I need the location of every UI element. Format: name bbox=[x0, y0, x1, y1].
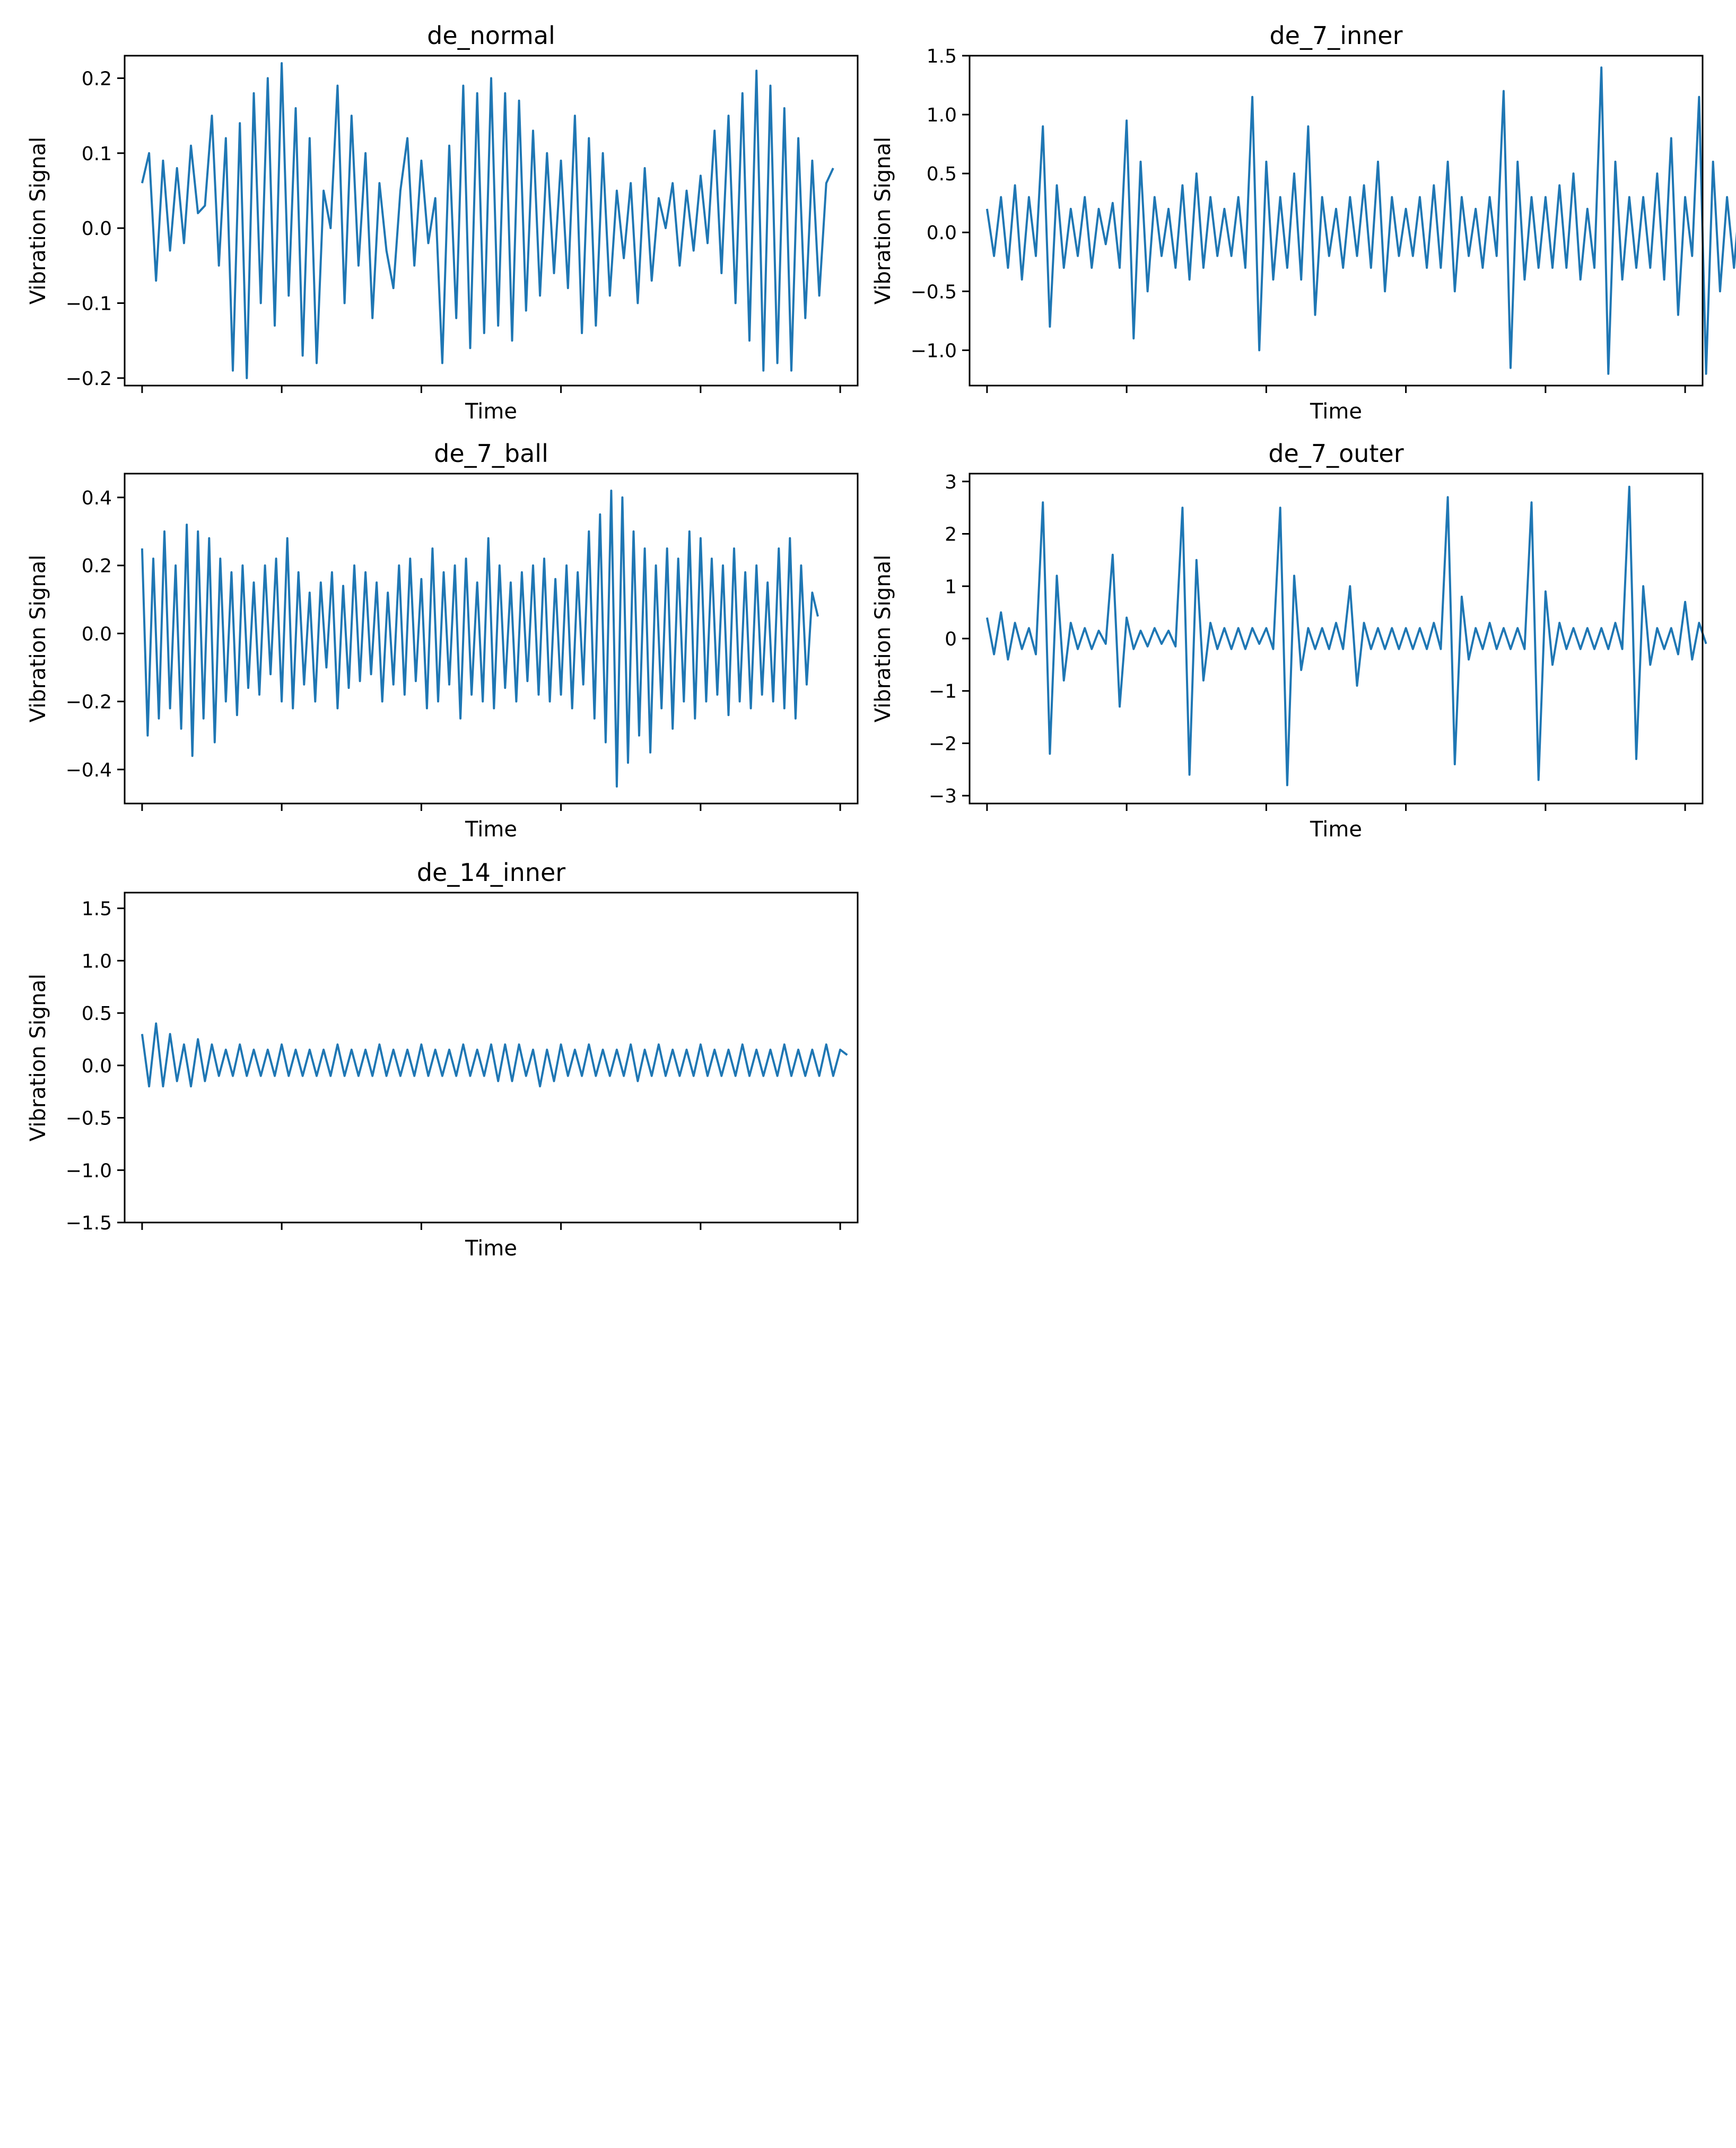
axes-frame bbox=[124, 892, 859, 1224]
subplot-title: de_7_outer bbox=[1268, 439, 1403, 468]
y-tick-label: 1.5 bbox=[82, 898, 112, 920]
y-axis-label: Vibration Signal bbox=[871, 137, 895, 304]
y-tick-label: 1.0 bbox=[82, 950, 112, 972]
y-tick-label: 0 bbox=[945, 628, 957, 650]
subplot-title: de_7_ball bbox=[434, 439, 548, 468]
y-axis-label: Vibration Signal bbox=[26, 555, 50, 722]
y-tick-label: 0.1 bbox=[82, 143, 112, 165]
subplot-title: de_7_inner bbox=[1269, 21, 1402, 50]
x-axis-label: Time bbox=[465, 1236, 517, 1261]
axes-frame bbox=[969, 55, 1704, 387]
y-tick-label: −0.4 bbox=[66, 759, 112, 781]
subplot-title: de_normal bbox=[427, 21, 555, 50]
x-axis-label: Time bbox=[465, 399, 517, 424]
x-axis-label: Time bbox=[1310, 399, 1362, 424]
y-tick-label: −0.5 bbox=[911, 281, 957, 303]
subplot-de-7-inner: de_7_inner −1.0 −0.5 0.0 0.5 1.0 1.5 Time Vibrat… bbox=[871, 21, 1736, 424]
y-tick-label: −0.5 bbox=[66, 1108, 112, 1130]
subplot-de-7-ball: de_7_ball −0.4 −0.2 0.0 0.2 0.4 Time Vibration … bbox=[26, 439, 859, 842]
y-tick-label: −0.2 bbox=[66, 368, 112, 390]
series-line bbox=[141, 62, 834, 379]
y-tick-label: −1.0 bbox=[66, 1160, 112, 1182]
y-tick-label: 0.4 bbox=[82, 487, 112, 509]
y-tick-label: 3 bbox=[945, 471, 957, 493]
y-tick-label: 0.0 bbox=[82, 218, 112, 240]
series-line bbox=[141, 1022, 848, 1088]
y-tick-label: 0.2 bbox=[82, 68, 112, 90]
axes-frame bbox=[124, 55, 859, 387]
y-tick-label: 1.5 bbox=[927, 46, 957, 67]
series-line bbox=[985, 66, 1736, 375]
y-axis-label: Vibration Signal bbox=[26, 137, 50, 304]
y-tick-label: 0.5 bbox=[927, 163, 957, 185]
x-axis-label: Time bbox=[1310, 817, 1362, 842]
y-tick-label: −3 bbox=[929, 785, 957, 807]
subplot-de-7-outer: de_7_outer −3 −2 −1 0 1 2 3 Time Vibration Signal bbox=[871, 439, 1707, 842]
y-tick-label: 2 bbox=[945, 524, 957, 546]
y-tick-label: 1 bbox=[945, 576, 957, 598]
series-line bbox=[985, 485, 1707, 787]
axes-frame bbox=[124, 473, 859, 805]
y-tick-label: −1.5 bbox=[66, 1212, 112, 1234]
y-tick-label: −0.1 bbox=[66, 293, 112, 315]
axes-frame bbox=[969, 473, 1704, 805]
y-tick-label: −1.0 bbox=[911, 340, 957, 362]
y-tick-label: 0.5 bbox=[82, 1003, 112, 1025]
y-tick-label: −0.2 bbox=[66, 692, 112, 713]
y-tick-label: 0.0 bbox=[82, 623, 112, 645]
y-axis-label: Vibration Signal bbox=[26, 974, 50, 1141]
x-axis-label: Time bbox=[465, 817, 517, 842]
series-line bbox=[141, 490, 819, 788]
subplot-title: de_14_inner bbox=[417, 858, 565, 887]
y-axis-label: Vibration Signal bbox=[871, 555, 895, 722]
y-tick-label: 0.0 bbox=[927, 222, 957, 244]
subplot-de-14-inner: de_14_inner −1.5 −1.0 −0.5 0.0 0.5 1.0 1.5 Time V… bbox=[26, 858, 859, 1261]
y-tick-label: 1.0 bbox=[927, 104, 957, 126]
y-tick-label: −2 bbox=[929, 733, 957, 755]
y-tick-label: 0.0 bbox=[82, 1055, 112, 1077]
y-tick-label: −1 bbox=[929, 681, 957, 703]
y-tick-label: 0.2 bbox=[82, 555, 112, 577]
subplot-de-normal: de_normal −0.2 −0.1 0.0 0.1 0.2 Time Vibration … bbox=[26, 21, 859, 424]
